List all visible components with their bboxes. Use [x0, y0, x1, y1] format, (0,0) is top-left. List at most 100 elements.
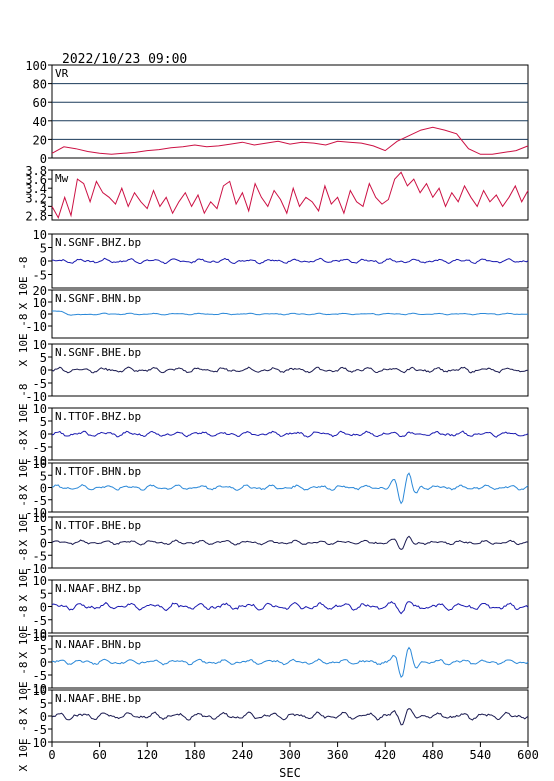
y-tick-label: -5 [33, 494, 47, 508]
y-tick-label: 10 [33, 228, 47, 242]
y-axis-unit-label: X 10E -8 [17, 314, 30, 367]
y-tick-label: 3.2 [25, 191, 47, 205]
y-tick-label: 0 [40, 601, 47, 615]
y-tick-label: 3.8 [25, 164, 47, 178]
y-tick-label: 3.4 [25, 182, 47, 196]
y-tick-label: 10 [33, 684, 47, 698]
y-tick-label: 2.8 [25, 209, 47, 223]
y-tick-label: 0 [40, 656, 47, 670]
y-tick-label: 0 [40, 152, 47, 166]
y-tick-label: 5 [40, 351, 47, 365]
y-tick-label: 5 [40, 242, 47, 256]
series-line [51, 171, 529, 219]
x-tick-label: 240 [232, 748, 254, 762]
x-tick-label: 0 [48, 748, 55, 762]
chart-title: 2022/10/23 09:00 [62, 52, 187, 67]
y-axis-unit-label: X 10E -8 [17, 662, 30, 715]
series-line [51, 535, 529, 550]
series-line [51, 472, 529, 505]
x-tick-label: 180 [184, 748, 206, 762]
panel-label: N.TTOF.BHN.bp [55, 465, 141, 478]
panel-label: N.SGNF.BHE.bp [55, 346, 141, 359]
y-tick-label: -5 [33, 269, 47, 283]
series-line [51, 646, 529, 678]
y-tick-label: 0 [40, 428, 47, 442]
y-tick-label: -5 [33, 669, 47, 683]
x-tick-label: 540 [470, 748, 492, 762]
y-axis-unit-label: X 10E -8 [17, 439, 30, 492]
series-line [51, 366, 529, 374]
series-line [51, 601, 529, 615]
y-tick-label: 20 [33, 133, 47, 147]
y-tick-label: 5 [40, 524, 47, 538]
panel-label: N.NAAF.BHE.bp [55, 692, 141, 705]
y-tick-label: -5 [33, 723, 47, 737]
series-line [51, 430, 529, 438]
y-tick-label: 3 [40, 200, 47, 214]
y-tick-label: 100 [25, 59, 47, 73]
x-tick-label: 60 [92, 748, 106, 762]
series-line [51, 126, 529, 155]
y-tick-label: -10 [25, 736, 47, 750]
series-line [51, 257, 529, 265]
y-tick-label: 5 [40, 415, 47, 429]
panel-label: VR [55, 67, 69, 80]
y-tick-label: -10 [25, 454, 47, 468]
y-tick-label: 10 [33, 574, 47, 588]
y-tick-label: -10 [25, 320, 47, 334]
y-tick-label: 5 [40, 697, 47, 711]
y-tick-label: 0 [40, 710, 47, 724]
y-tick-label: 3.6 [25, 173, 47, 187]
panel-frame [51, 64, 529, 159]
y-tick-label: 0 [40, 255, 47, 269]
y-tick-label: 10 [33, 511, 47, 525]
x-tick-label: 300 [279, 748, 301, 762]
y-tick-label: -10 [25, 627, 47, 641]
y-tick-label: 10 [33, 338, 47, 352]
y-tick-label: -10 [25, 562, 47, 576]
panel-label: N.SGNF.BHN.bp [55, 292, 141, 305]
panel-label: N.NAAF.BHN.bp [55, 638, 141, 651]
y-axis-unit-label: X 10E -8 [17, 384, 30, 437]
y-tick-label: 5 [40, 587, 47, 601]
y-tick-label: 60 [33, 96, 47, 110]
y-tick-label: -5 [33, 614, 47, 628]
x-tick-label: 360 [327, 748, 349, 762]
y-axis-unit-label: X 10E -8 [17, 549, 30, 602]
y-tick-label: 20 [33, 284, 47, 298]
y-tick-label: 0 [40, 308, 47, 322]
y-tick-label: 40 [33, 115, 47, 129]
y-tick-label: -5 [33, 377, 47, 391]
y-tick-label: 5 [40, 469, 47, 483]
y-tick-label: 10 [33, 630, 47, 644]
x-tick-label: 120 [136, 748, 158, 762]
y-tick-label: 80 [33, 78, 47, 92]
panel-label: Mw [55, 172, 69, 185]
x-tick-label: 600 [517, 748, 539, 762]
y-tick-label: -10 [25, 682, 47, 696]
y-axis-unit-label: X 10E -8 [17, 494, 30, 547]
series-line [51, 708, 529, 726]
y-tick-label: 5 [40, 643, 47, 657]
y-tick-label: -5 [33, 441, 47, 455]
y-tick-label: 10 [33, 296, 47, 310]
y-tick-label: 0 [40, 537, 47, 551]
panel-label: N.TTOF.BHE.bp [55, 519, 141, 532]
y-axis-unit-label: X 10E -8 [17, 606, 30, 659]
y-tick-label: -5 [33, 549, 47, 563]
panel: 0 20 40 60 80 100 VR [25, 59, 529, 166]
panel-label: N.SGNF.BHZ.bp [55, 236, 141, 249]
panel: 2.833.23.43.63.8 Mw [25, 164, 529, 223]
panel-frame [51, 169, 529, 221]
y-axis-unit-label: X 10E -8 [17, 257, 30, 310]
x-tick-label: 480 [422, 748, 444, 762]
y-tick-label: -10 [25, 506, 47, 520]
